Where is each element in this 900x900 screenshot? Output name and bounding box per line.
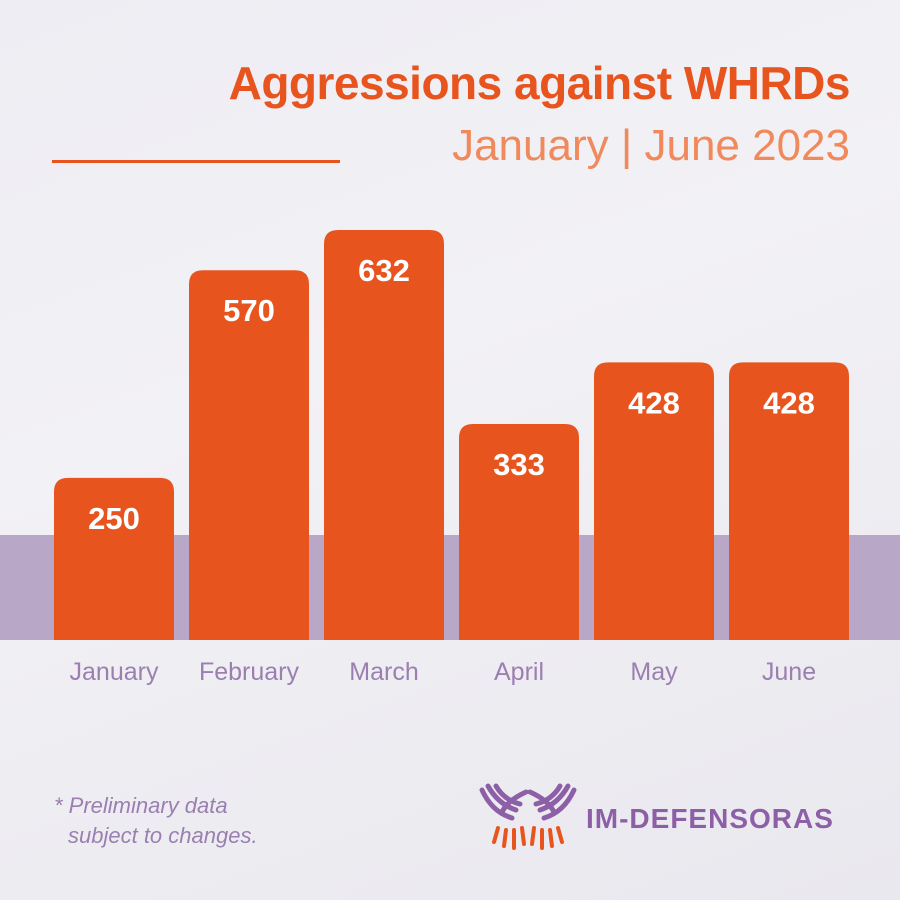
footnote-line-2: subject to changes. (68, 823, 258, 848)
hands-logo-icon (479, 783, 577, 850)
bar-february (189, 270, 309, 640)
bar-may (594, 362, 714, 640)
data-label: 428 (628, 385, 680, 420)
logo-text: IM-DEFENSORAS (586, 803, 834, 834)
bar-march (324, 230, 444, 640)
data-label: 250 (88, 501, 140, 536)
data-label: 333 (493, 447, 545, 482)
bar-january (54, 477, 174, 640)
category-label: June (762, 658, 816, 686)
footnote: * Preliminary data subject to changes. (54, 791, 258, 851)
subtitle-divider (52, 160, 340, 163)
category-label: February (199, 658, 300, 686)
chart-subtitle: January | June 2023 (452, 121, 850, 170)
category-label: January (70, 658, 159, 686)
data-label: 632 (358, 253, 410, 288)
footnote-line-1: * Preliminary data (54, 793, 228, 818)
data-label: 428 (763, 385, 815, 420)
bar-june (729, 362, 849, 640)
bar-april (459, 423, 579, 640)
chart-title: Aggressions against WHRDs (228, 57, 851, 109)
category-label: April (494, 658, 544, 686)
category-label: May (630, 658, 678, 686)
category-label: March (349, 658, 418, 686)
data-label: 570 (223, 293, 275, 328)
